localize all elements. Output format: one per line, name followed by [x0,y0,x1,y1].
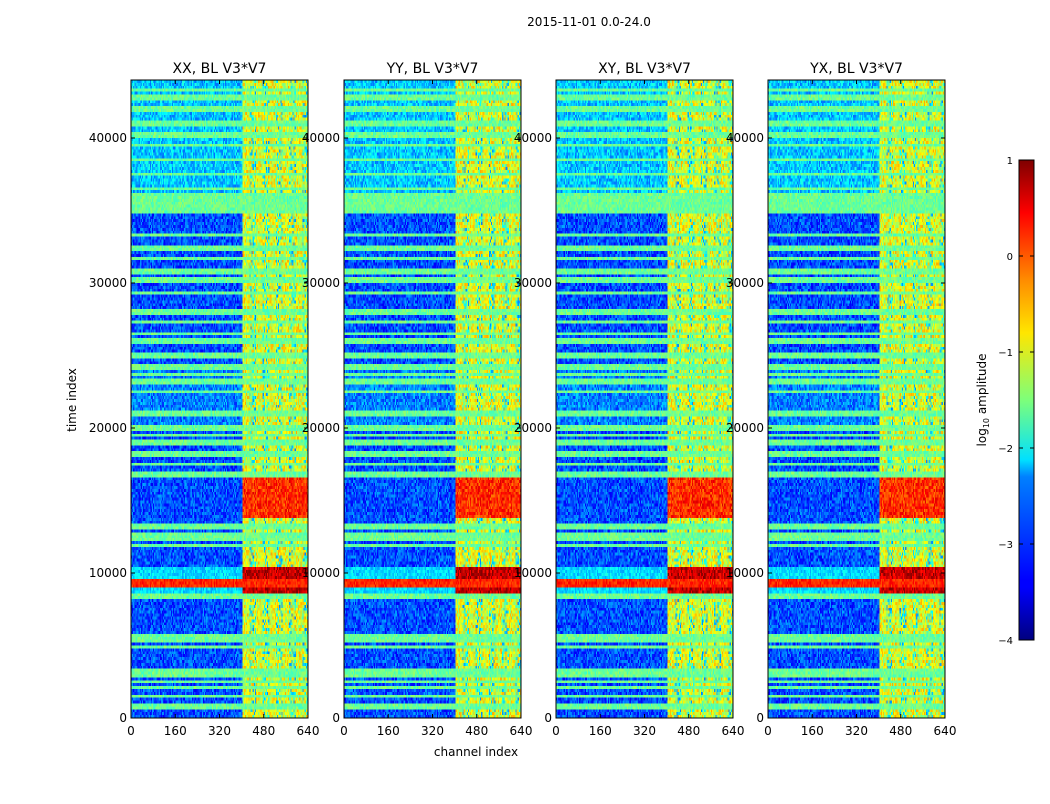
y-tick-label: 10000 [726,566,764,580]
y-tick-label: 0 [119,711,127,725]
x-tick-label: 320 [208,724,231,738]
y-tick-label: 20000 [514,421,552,435]
x-tick-label: 0 [340,724,348,738]
colorbar-label-prefix: log [975,428,989,446]
y-tick-label: 40000 [726,131,764,145]
panels: XX, BL V3*V7 0 160 320 480 640 0 10000 20000 3000… [89,61,957,738]
y-tick-label: 0 [332,711,340,725]
x-tick-label: 480 [889,724,912,738]
x-tick-label: 320 [633,724,656,738]
panel-title: XX, BL V3*V7 [173,61,267,77]
x-tick-label: 0 [764,724,772,738]
panel: XY, BL V3*V7 0 160 320 480 640 0 10000 20000 3000… [514,61,745,738]
colorbar-tick-label: −2 [998,444,1013,455]
x-axis-label: channel index [434,745,518,759]
y-tick-label: 10000 [514,566,552,580]
x-tick-label: 640 [510,724,533,738]
panel-title: YX, BL V3*V7 [809,61,903,77]
colorbar: 10−1−2−3−4 log10 amplitude [975,156,1035,647]
y-tick-label: 10000 [89,566,127,580]
colorbar-tick-label: −3 [998,540,1013,551]
colorbar-tick-label: 0 [1007,252,1013,263]
y-tick-label: 40000 [514,131,552,145]
figure-suptitle: 2015-11-01 0.0-24.0 [527,15,651,29]
panel: XX, BL V3*V7 0 160 320 480 640 0 10000 20000 3000… [89,61,320,738]
heatmap-image [131,80,308,718]
y-tick-label: 40000 [89,131,127,145]
panel: YY, BL V3*V7 0 160 320 480 640 0 10000 20000 3000… [302,61,533,738]
colorbar-gradient [1018,159,1035,641]
y-tick-label: 0 [756,711,764,725]
x-tick-label: 320 [845,724,868,738]
x-tick-label: 160 [801,724,824,738]
x-tick-label: 640 [722,724,745,738]
colorbar-ticks: 1 0 −1 −2 −3 −4 [998,156,1034,647]
x-tick-label: 160 [377,724,400,738]
y-tick-label: 0 [544,711,552,725]
panel-title: XY, BL V3*V7 [598,61,691,77]
heatmap-image [344,80,521,718]
colorbar-label: log10 amplitude [975,354,991,447]
y-tick-label: 30000 [514,276,552,290]
panel: YX, BL V3*V7 0 160 320 480 640 0 10000 20000 3000… [726,61,957,738]
colorbar-tick-label: 1 [1007,156,1013,167]
colorbar-label-subscript: 10 [982,418,991,428]
y-tick-label: 30000 [726,276,764,290]
x-tick-label: 320 [421,724,444,738]
x-tick-label: 480 [677,724,700,738]
x-tick-label: 480 [252,724,275,738]
heatmap-image [768,80,945,718]
y-tick-label: 10000 [302,566,340,580]
x-tick-label: 160 [164,724,187,738]
y-tick-label: 30000 [302,276,340,290]
y-tick-label: 40000 [302,131,340,145]
colorbar-tick-label: −4 [998,636,1013,647]
colorbar-tick-label: −1 [998,348,1013,359]
panel-title: YY, BL V3*V7 [386,61,479,77]
x-tick-label: 160 [589,724,612,738]
colorbar-label-suffix: amplitude [975,354,989,418]
x-tick-label: 0 [127,724,135,738]
heatmap-image [556,80,733,718]
y-tick-label: 20000 [726,421,764,435]
x-tick-label: 0 [552,724,560,738]
y-tick-label: 30000 [89,276,127,290]
y-tick-label: 20000 [302,421,340,435]
y-tick-label: 20000 [89,421,127,435]
x-tick-label: 480 [465,724,488,738]
x-tick-label: 640 [934,724,957,738]
y-axis-label: time index [65,368,79,432]
x-tick-label: 640 [297,724,320,738]
